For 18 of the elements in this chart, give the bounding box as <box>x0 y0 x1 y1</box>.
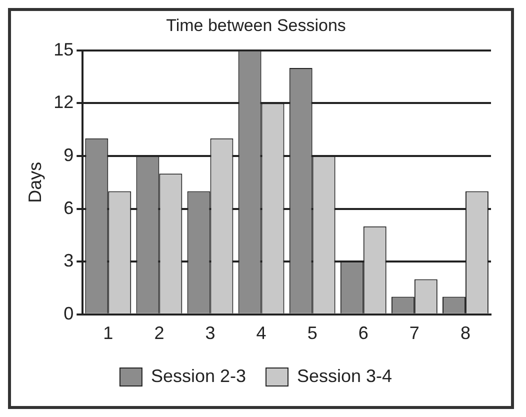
x-tick-label: 1 <box>103 323 114 344</box>
y-tick-label: 9 <box>64 144 74 165</box>
x-tick-label: 7 <box>409 323 420 344</box>
x-tick-label: 5 <box>307 323 318 344</box>
x-tick-label: 6 <box>358 323 368 344</box>
chart-title: Time between Sessions <box>166 16 346 35</box>
x-tick-label: 3 <box>205 323 216 344</box>
y-axis-title: Days <box>24 162 45 203</box>
y-tick-label: 6 <box>64 198 74 218</box>
y-tick-label: 3 <box>64 250 74 271</box>
y-tick-label: 15 <box>54 39 74 60</box>
x-tick-label: 8 <box>460 323 470 344</box>
x-tick-label: 4 <box>256 323 266 344</box>
x-tick-label: 2 <box>154 323 164 344</box>
y-tick-label: 0 <box>64 303 74 324</box>
legend-label: Session 2-3 <box>150 366 246 386</box>
y-tick-label: 12 <box>54 92 74 112</box>
legend-label: Session 3-4 <box>297 366 392 386</box>
